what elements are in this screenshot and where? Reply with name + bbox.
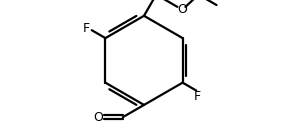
Text: F: F [82, 22, 90, 35]
Text: F: F [194, 90, 201, 103]
Text: O: O [94, 111, 103, 124]
Text: O: O [177, 3, 187, 16]
